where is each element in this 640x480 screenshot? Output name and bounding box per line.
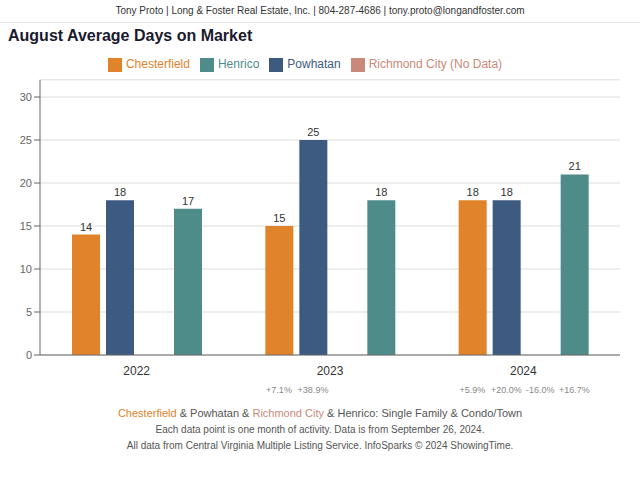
- html-text:Each data point is one month o: Each data point is one month of activity…: [155, 424, 485, 435]
- html-text:Powhatan: Powhatan: [287, 57, 341, 71]
- svg-text:+20.0%: +20.0%: [491, 385, 522, 395]
- html-text:Tony Proto | Long & Foster Rea: Tony Proto | Long & Foster Real Estate, …: [115, 5, 525, 16]
- svg-text:+5.9%: +5.9%: [459, 385, 485, 395]
- svg-text:18: 18: [375, 186, 387, 198]
- svg-text:-16.0%: -16.0%: [526, 385, 555, 395]
- svg-text:18: 18: [114, 186, 126, 198]
- html-text:August Average Days on Market: August Average Days on Market: [8, 27, 253, 44]
- svg-text:+38.9%: +38.9%: [298, 385, 329, 395]
- svg-text:2023: 2023: [317, 364, 344, 378]
- svg-text:20: 20: [20, 177, 32, 189]
- svg-text:+16.7%: +16.7%: [559, 385, 590, 395]
- svg-text:21: 21: [569, 160, 581, 172]
- svg-text:25: 25: [20, 134, 32, 146]
- svg-text:5: 5: [26, 306, 32, 318]
- html-text:Richmond City (No Data): Richmond City (No Data): [368, 57, 503, 71]
- svg-text:17: 17: [182, 195, 194, 207]
- svg-text:0: 0: [26, 349, 32, 361]
- html-text:Chesterfield: Chesterfield: [125, 57, 190, 71]
- svg-text:14: 14: [80, 221, 92, 233]
- svg-text:2022: 2022: [123, 364, 150, 378]
- svg-text:+7.1%: +7.1%: [266, 385, 292, 395]
- svg-text:15: 15: [20, 220, 32, 232]
- html-text:All data from Central Virginia: All data from Central Virginia Multiple …: [126, 440, 514, 451]
- svg-text:18: 18: [501, 186, 513, 198]
- svg-text:2024: 2024: [510, 364, 537, 378]
- svg-text:18: 18: [467, 186, 479, 198]
- html-text:Chesterfield & Powhatan & Rich: Chesterfield & Powhatan & Richmond City …: [117, 407, 523, 419]
- html-text:Henrico: Henrico: [218, 57, 260, 71]
- svg-text:25: 25: [307, 126, 319, 138]
- svg-text:10: 10: [20, 263, 32, 275]
- svg-text:30: 30: [20, 91, 32, 103]
- svg-text:15: 15: [273, 212, 285, 224]
